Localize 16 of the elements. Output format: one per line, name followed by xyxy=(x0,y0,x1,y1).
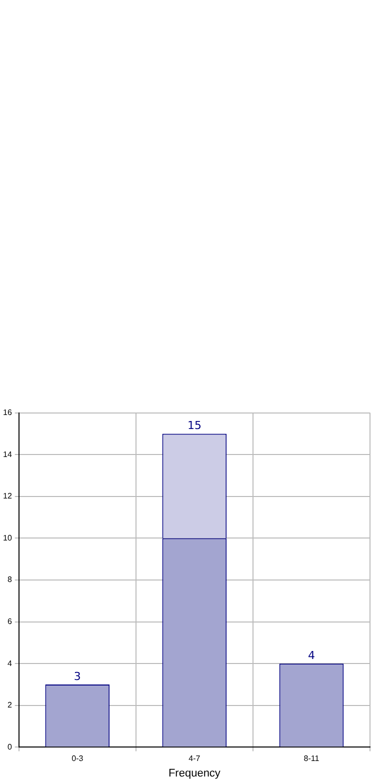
total-label: 3 xyxy=(74,670,81,683)
y-tick-label: 14 xyxy=(2,450,12,459)
y-tick-label: 16 xyxy=(2,408,12,418)
x-tick-label: 8-11 xyxy=(304,754,320,764)
total-label: 4 xyxy=(308,648,315,662)
y-tick-label: 10 xyxy=(2,533,12,542)
y-tick-label: 4 xyxy=(7,658,12,668)
x-axis-title: Frequency xyxy=(168,767,221,780)
y-tick-label: 8 xyxy=(7,575,12,584)
y-tick-label: 0 xyxy=(7,742,12,752)
total-label: 15 xyxy=(187,419,202,432)
y-tick-label: 2 xyxy=(7,700,12,710)
x-tick-label: 0-3 xyxy=(72,754,84,764)
y-tick-label: 6 xyxy=(7,617,12,626)
x-tick-label: 4-7 xyxy=(188,754,201,764)
y-tick-label: 12 xyxy=(2,492,12,501)
